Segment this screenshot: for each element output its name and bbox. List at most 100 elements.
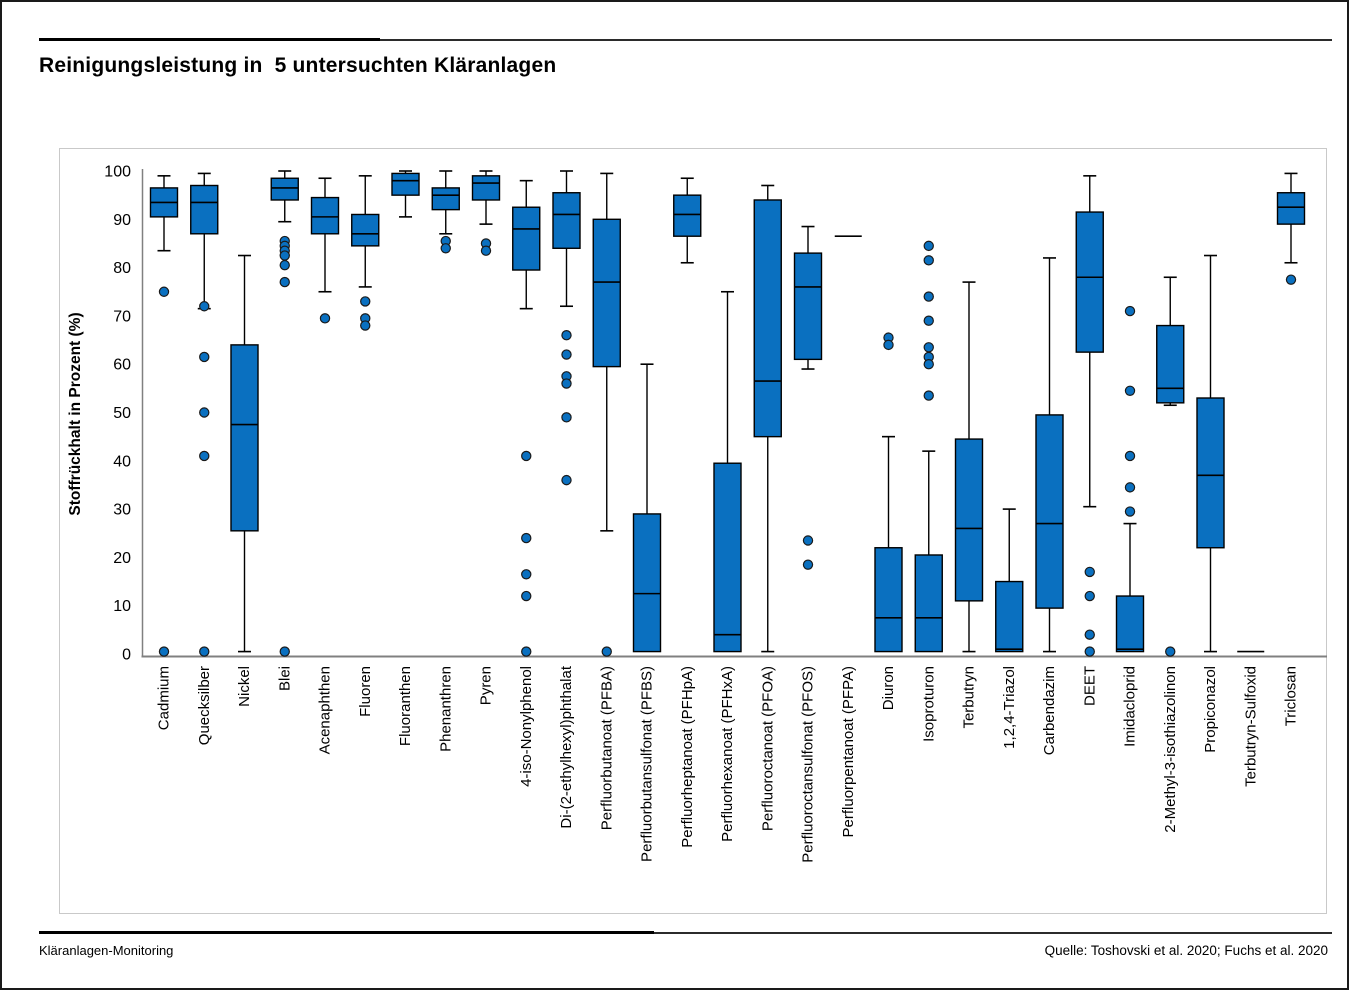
outlier-point [802,559,814,570]
outlier-point [1084,566,1095,578]
x-axis-label: Di-(2-ethylhexyl)phthalat [558,665,575,828]
bottom-rule-thick [39,931,654,934]
outlier-point [561,330,572,341]
box [471,175,501,201]
box [793,252,823,361]
box [713,462,742,653]
outlier-point [279,646,290,657]
outlier-point [1084,646,1095,657]
outlier-point [923,255,934,266]
outlier-point [923,315,934,326]
outlier-point [521,450,532,462]
outlier-point [521,569,532,580]
y-tick-label: 30 [113,502,131,519]
outlier-point [561,349,572,360]
y-tick-label: 50 [113,405,131,422]
box [310,196,340,235]
box [1156,324,1185,404]
outlier-point [802,535,814,546]
outlier-point [521,590,532,602]
outlier-point [199,407,210,418]
outlier-point [1124,305,1136,317]
x-axis-label: Pyren [478,666,495,705]
outlier-point [279,250,290,261]
outlier-point [279,276,290,288]
outlier-point [923,342,934,353]
box [753,199,782,438]
box [995,580,1024,653]
box [552,192,581,249]
outlier-point [923,240,934,252]
x-axis-label: Perfluorbutanoat (PFBA) [598,666,615,830]
top-rule-thin [380,39,1332,41]
y-tick-label: 70 [113,308,131,325]
box [1276,192,1306,225]
y-tick-label: 80 [113,260,131,277]
x-axis-label: Propiconazol [1202,666,1219,753]
footer-series-label: Kläranlagen-Monitoring [39,943,174,958]
chart-panel [59,148,1327,914]
outlier-point [199,646,210,657]
x-axis-label: Terbutryn-Sulfoxid [1242,666,1259,787]
x-axis-label: Perfluorheptanoat (PFHpA) [679,666,696,848]
box [592,218,621,368]
outlier-point [561,412,572,423]
x-axis-label: Quecksilber [196,666,213,745]
outlier-point [1124,450,1136,462]
x-axis-label: Isoproturon [920,666,937,742]
x-axis-label: Acenaphthen [317,666,334,754]
footer-source: Quelle: Toshovski et al. 2020; Fuchs et … [1044,943,1328,958]
box [632,513,662,653]
box [431,187,460,211]
outlier-point [1285,274,1297,285]
chart-title: Reinigungsleistung in 5 untersuchten Klä… [39,54,557,77]
outlier-point [521,646,532,657]
x-axis-label: Fluoren [357,666,374,717]
box [954,438,984,602]
box [1035,414,1064,609]
x-axis-label: Nickel [236,666,253,707]
outlier-point [521,532,532,544]
x-axis-label: 4-iso-Nonylphenol [518,666,535,787]
x-axis-label: 1,2,4-Triazol [1001,666,1018,749]
outlier-point [158,286,170,297]
box [874,547,903,653]
outlier-point [1084,629,1095,640]
outlier-point [480,245,492,256]
box [270,177,299,201]
box [512,206,541,271]
outlier-point [1124,482,1136,493]
outlier-point [1084,590,1095,602]
y-axis-title: Stoffrückhalt in Prozent (%) [67,312,84,515]
top-rule-thick [39,38,380,41]
x-axis-label: Perfluoroctanoat (PFOA) [759,666,776,831]
x-axis-label: Imidacloprid [1122,666,1139,747]
x-axis-label: Perfluorbutansulfonat (PFBS) [639,666,656,862]
x-axis-label: Phenanthren [437,666,454,752]
x-axis-label: Perfluorpentanoat (PFPA) [840,666,857,837]
y-tick-label: 10 [113,598,131,615]
outlier-point [158,646,170,657]
outlier-point [199,351,210,363]
x-axis-label: Carbendazim [1041,666,1058,755]
y-tick-label: 0 [122,647,131,664]
x-axis-label: 2-Methyl-3-isothiazolinon [1162,666,1179,833]
outlier-point [360,296,371,307]
y-tick-label: 100 [104,164,131,181]
box [230,344,259,532]
outlier-point [923,359,934,370]
outlier-point [601,646,612,657]
outlier-point [199,301,210,312]
outlier-point [1124,385,1136,396]
outlier-point [561,474,572,486]
outlier-point [1124,506,1136,517]
outlier-point [199,450,210,462]
x-axis-label: Diuron [880,666,897,710]
outlier-point [923,390,934,401]
outlier-point [279,259,290,271]
box [914,554,943,653]
outlier-point [1165,646,1176,657]
box [1115,595,1145,653]
outlier-point [440,243,451,254]
